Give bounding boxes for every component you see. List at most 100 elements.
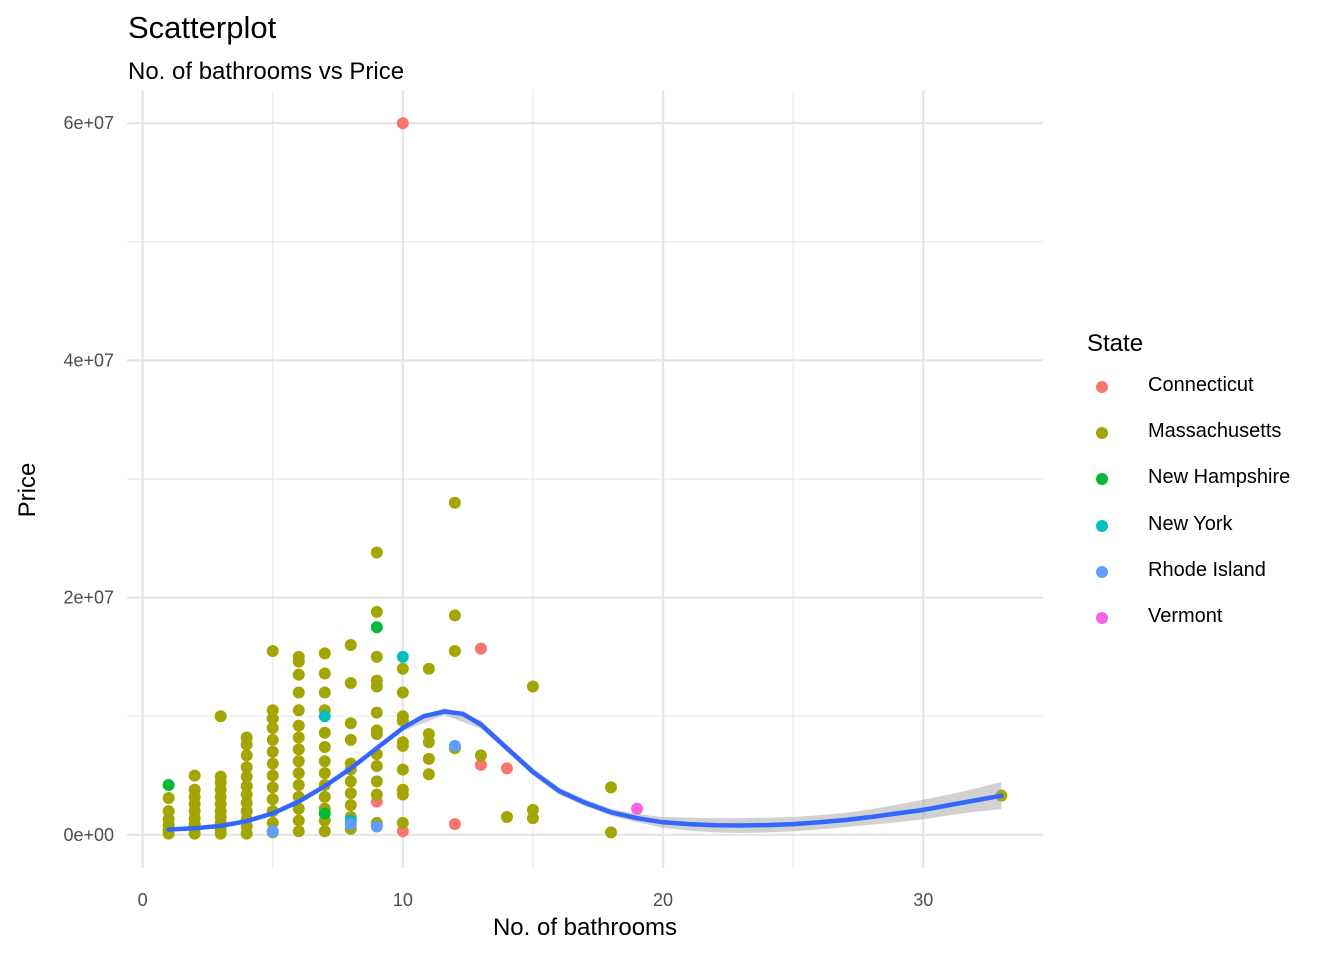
data-point [448, 818, 461, 831]
data-point [188, 769, 201, 782]
data-point [370, 650, 383, 663]
data-point [422, 736, 435, 749]
data-point [292, 825, 305, 838]
legend-swatch [1096, 565, 1108, 578]
y-tick-label: 0e+00 [63, 825, 114, 845]
data-point [266, 733, 279, 746]
legend-swatch [1096, 381, 1108, 393]
data-point [292, 743, 305, 756]
data-point [344, 639, 357, 652]
data-point [448, 739, 461, 752]
data-point [396, 117, 409, 130]
legend-item: New York [1087, 511, 1233, 557]
legend-item: Vermont [1087, 603, 1222, 649]
data-point [370, 706, 383, 719]
data-point [240, 731, 253, 744]
data-point [396, 783, 409, 796]
y-tick-label: 4e+07 [63, 350, 114, 370]
data-point [344, 775, 357, 788]
data-point [344, 717, 357, 730]
data-point [605, 781, 618, 794]
x-tick-label: 10 [393, 890, 413, 910]
data-point [370, 724, 383, 737]
legend-label: New York [1148, 512, 1233, 535]
data-point [370, 621, 383, 634]
data-point [266, 769, 279, 782]
y-tick-label: 2e+07 [63, 588, 114, 608]
y-tick-label: 6e+07 [63, 113, 114, 133]
data-point [344, 787, 357, 800]
legend-item: Rhode Island [1087, 557, 1266, 603]
data-point [266, 745, 279, 758]
data-point [266, 757, 279, 770]
data-point [292, 719, 305, 732]
legend-items: Connecticut Massachusetts New Hampshire New… [1087, 372, 1290, 649]
legend: State Connecticut Massachusetts New Hampsh… [1087, 330, 1290, 649]
data-point [318, 790, 331, 803]
legend-title: State [1087, 330, 1144, 357]
data-point [162, 813, 175, 826]
data-point [318, 825, 331, 838]
data-point [396, 686, 409, 699]
data-point [370, 674, 383, 687]
data-point [396, 825, 409, 838]
data-point [240, 805, 253, 818]
data-point [292, 814, 305, 827]
data-point [370, 546, 383, 559]
data-point [474, 749, 487, 762]
legend-item: New Hampshire [1087, 464, 1290, 510]
data-point [370, 788, 383, 801]
legend-label: New Hampshire [1148, 466, 1291, 489]
data-point [526, 803, 539, 816]
data-point [292, 802, 305, 815]
data-point [318, 726, 331, 739]
data-point [240, 788, 253, 801]
data-point [526, 680, 539, 693]
data-point [292, 778, 305, 791]
data-point [396, 650, 409, 663]
data-point [292, 755, 305, 768]
legend-swatch [1096, 519, 1108, 532]
data-point [422, 768, 435, 781]
data-point [318, 767, 331, 780]
data-point [605, 826, 618, 839]
data-point [396, 763, 409, 776]
x-tick-label: 20 [653, 890, 673, 910]
data-point [318, 710, 331, 723]
data-point [266, 793, 279, 806]
x-tick-label: 0 [138, 890, 148, 910]
legend-label: Massachusetts [1148, 420, 1282, 443]
data-point [266, 644, 279, 657]
data-point [500, 762, 513, 775]
data-point [344, 799, 357, 812]
smooth-line [166, 709, 1004, 832]
data-point [422, 727, 435, 740]
data-point [370, 760, 383, 773]
data-point [162, 805, 175, 818]
data-point [396, 710, 409, 723]
data-point [370, 775, 383, 788]
data-point [396, 662, 409, 675]
data-point [214, 710, 227, 723]
data-point [240, 780, 253, 793]
data-point [318, 755, 331, 768]
data-point [318, 647, 331, 660]
data-point [526, 812, 539, 825]
data-point [318, 686, 331, 699]
data-point [344, 733, 357, 746]
legend-swatch [1096, 611, 1108, 624]
data-point [240, 796, 253, 809]
data-point [396, 816, 409, 829]
data-point [292, 767, 305, 780]
data-point [266, 712, 279, 725]
legend-label: Rhode Island [1148, 558, 1266, 581]
data-point [292, 704, 305, 717]
data-point [448, 496, 461, 509]
chart-title: Scatterplot [128, 10, 277, 45]
x-tick-label: 30 [913, 890, 933, 910]
data-point [266, 781, 279, 794]
data-point [370, 820, 383, 833]
data-point [240, 749, 253, 762]
data-point [214, 770, 227, 783]
